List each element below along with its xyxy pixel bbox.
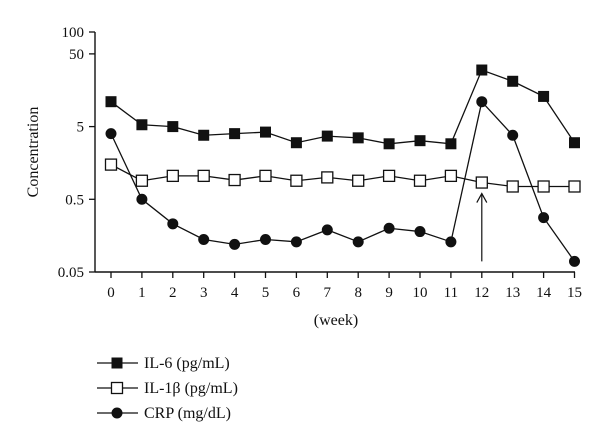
data-point-il6 — [569, 137, 580, 149]
x-tick-label: 15 — [567, 285, 582, 301]
data-point-il6 — [198, 129, 210, 141]
x-tick-label: 8 — [354, 285, 362, 301]
y-tick-label: 0.5 — [65, 192, 84, 208]
data-point-il6 — [229, 128, 241, 140]
data-point-il6 — [538, 90, 550, 102]
data-point-crp — [167, 218, 179, 230]
data-point-il1b — [290, 174, 303, 187]
data-point-il6 — [105, 96, 117, 108]
y-tick-label: 0.05 — [58, 265, 84, 281]
x-tick-label: 4 — [231, 285, 239, 301]
data-point-il6 — [414, 135, 426, 147]
data-point-crp — [321, 224, 333, 236]
x-tick-label: 5 — [262, 285, 270, 301]
x-tick-label: 12 — [474, 285, 489, 301]
data-point-il1b — [444, 169, 458, 183]
y-ticks: 0.05 0.5 5 50 100 — [58, 25, 95, 281]
x-ticks: 0 1 2 3 4 5 6 7 8 9 10 11 12 13 14 15 — [107, 272, 582, 301]
data-point-il1b — [506, 180, 519, 193]
data-point-il1b — [135, 174, 149, 187]
legend: IL-6 (pg/mL) IL-1β (pg/mL) CRP (mg/dL) — [97, 355, 238, 422]
legend-item-il6: IL-6 (pg/mL) — [97, 355, 230, 372]
data-point-il6 — [167, 121, 179, 133]
series-layer — [104, 64, 581, 267]
data-point-crp — [229, 238, 241, 250]
data-point-il1b — [197, 169, 210, 183]
data-point-crp — [569, 255, 580, 267]
data-point-crp — [507, 129, 519, 141]
data-point-crp — [290, 236, 302, 248]
series-crp — [105, 96, 580, 267]
y-axis-title: Concentration — [25, 107, 42, 198]
data-point-il1b — [413, 174, 427, 187]
series-il1b — [104, 158, 581, 193]
x-tick-label: 7 — [324, 285, 332, 301]
y-tick-label: 50 — [69, 47, 84, 63]
x-tick-label: 13 — [505, 285, 520, 301]
legend-label: IL-6 (pg/mL) — [144, 355, 230, 372]
data-point-il1b — [228, 173, 241, 187]
data-point-il1b — [259, 169, 272, 183]
data-point-il1b — [321, 171, 334, 184]
data-point-il1b — [104, 158, 118, 171]
y-tick-label: 100 — [62, 25, 85, 41]
data-point-il6 — [352, 132, 364, 144]
x-tick-label: 6 — [293, 285, 301, 301]
x-tick-label: 11 — [444, 285, 458, 301]
arrow-icon — [476, 192, 488, 262]
data-point-il1b — [352, 174, 365, 187]
x-tick-label: 2 — [169, 285, 177, 301]
data-point-il6 — [507, 75, 519, 87]
data-point-crp — [198, 233, 210, 245]
data-point-il6 — [136, 119, 148, 131]
annotation-layer — [476, 192, 488, 262]
data-point-il1b — [166, 169, 179, 183]
legend-marker-crp — [111, 407, 123, 419]
data-point-crp — [476, 96, 488, 108]
data-point-crp — [538, 212, 550, 224]
data-point-crp — [352, 236, 364, 248]
data-point-il6 — [290, 137, 302, 149]
data-point-crp — [260, 233, 271, 245]
series-line-il1b — [110, 164, 575, 188]
data-point-crp — [136, 193, 148, 205]
data-point-il1b — [382, 169, 396, 183]
data-point-crp — [414, 226, 426, 238]
legend-marker-il1b — [110, 381, 124, 395]
data-point-il6 — [260, 126, 271, 138]
legend-label: IL-1β (pg/mL) — [144, 380, 238, 397]
data-point-il6 — [383, 138, 395, 150]
series-line-il6 — [110, 69, 576, 145]
legend-label: CRP (mg/dL) — [144, 405, 231, 422]
series-il6 — [105, 64, 580, 150]
x-tick-label: 10 — [413, 285, 428, 301]
x-tick-label: 1 — [138, 285, 146, 301]
data-point-il1b — [475, 176, 488, 189]
legend-item-il1b: IL-1β (pg/mL) — [97, 380, 238, 397]
x-tick-label: 3 — [200, 285, 208, 301]
y-tick-label: 5 — [77, 120, 85, 136]
x-tick-label: 9 — [385, 285, 393, 301]
legend-item-crp: CRP (mg/dL) — [97, 405, 231, 422]
x-tick-label: 0 — [107, 285, 115, 301]
legend-marker-il6 — [111, 357, 123, 369]
data-point-crp — [383, 222, 395, 234]
data-point-crp — [445, 236, 457, 248]
data-point-il1b — [537, 180, 550, 193]
data-point-il6 — [321, 130, 333, 142]
data-point-crp — [105, 128, 117, 140]
x-tick-label: 14 — [536, 285, 552, 301]
series-line-crp — [110, 100, 576, 262]
data-point-il6 — [476, 64, 488, 76]
x-axis-title: (week) — [314, 312, 358, 329]
data-point-il6 — [445, 138, 457, 150]
data-point-il1b — [568, 180, 581, 193]
